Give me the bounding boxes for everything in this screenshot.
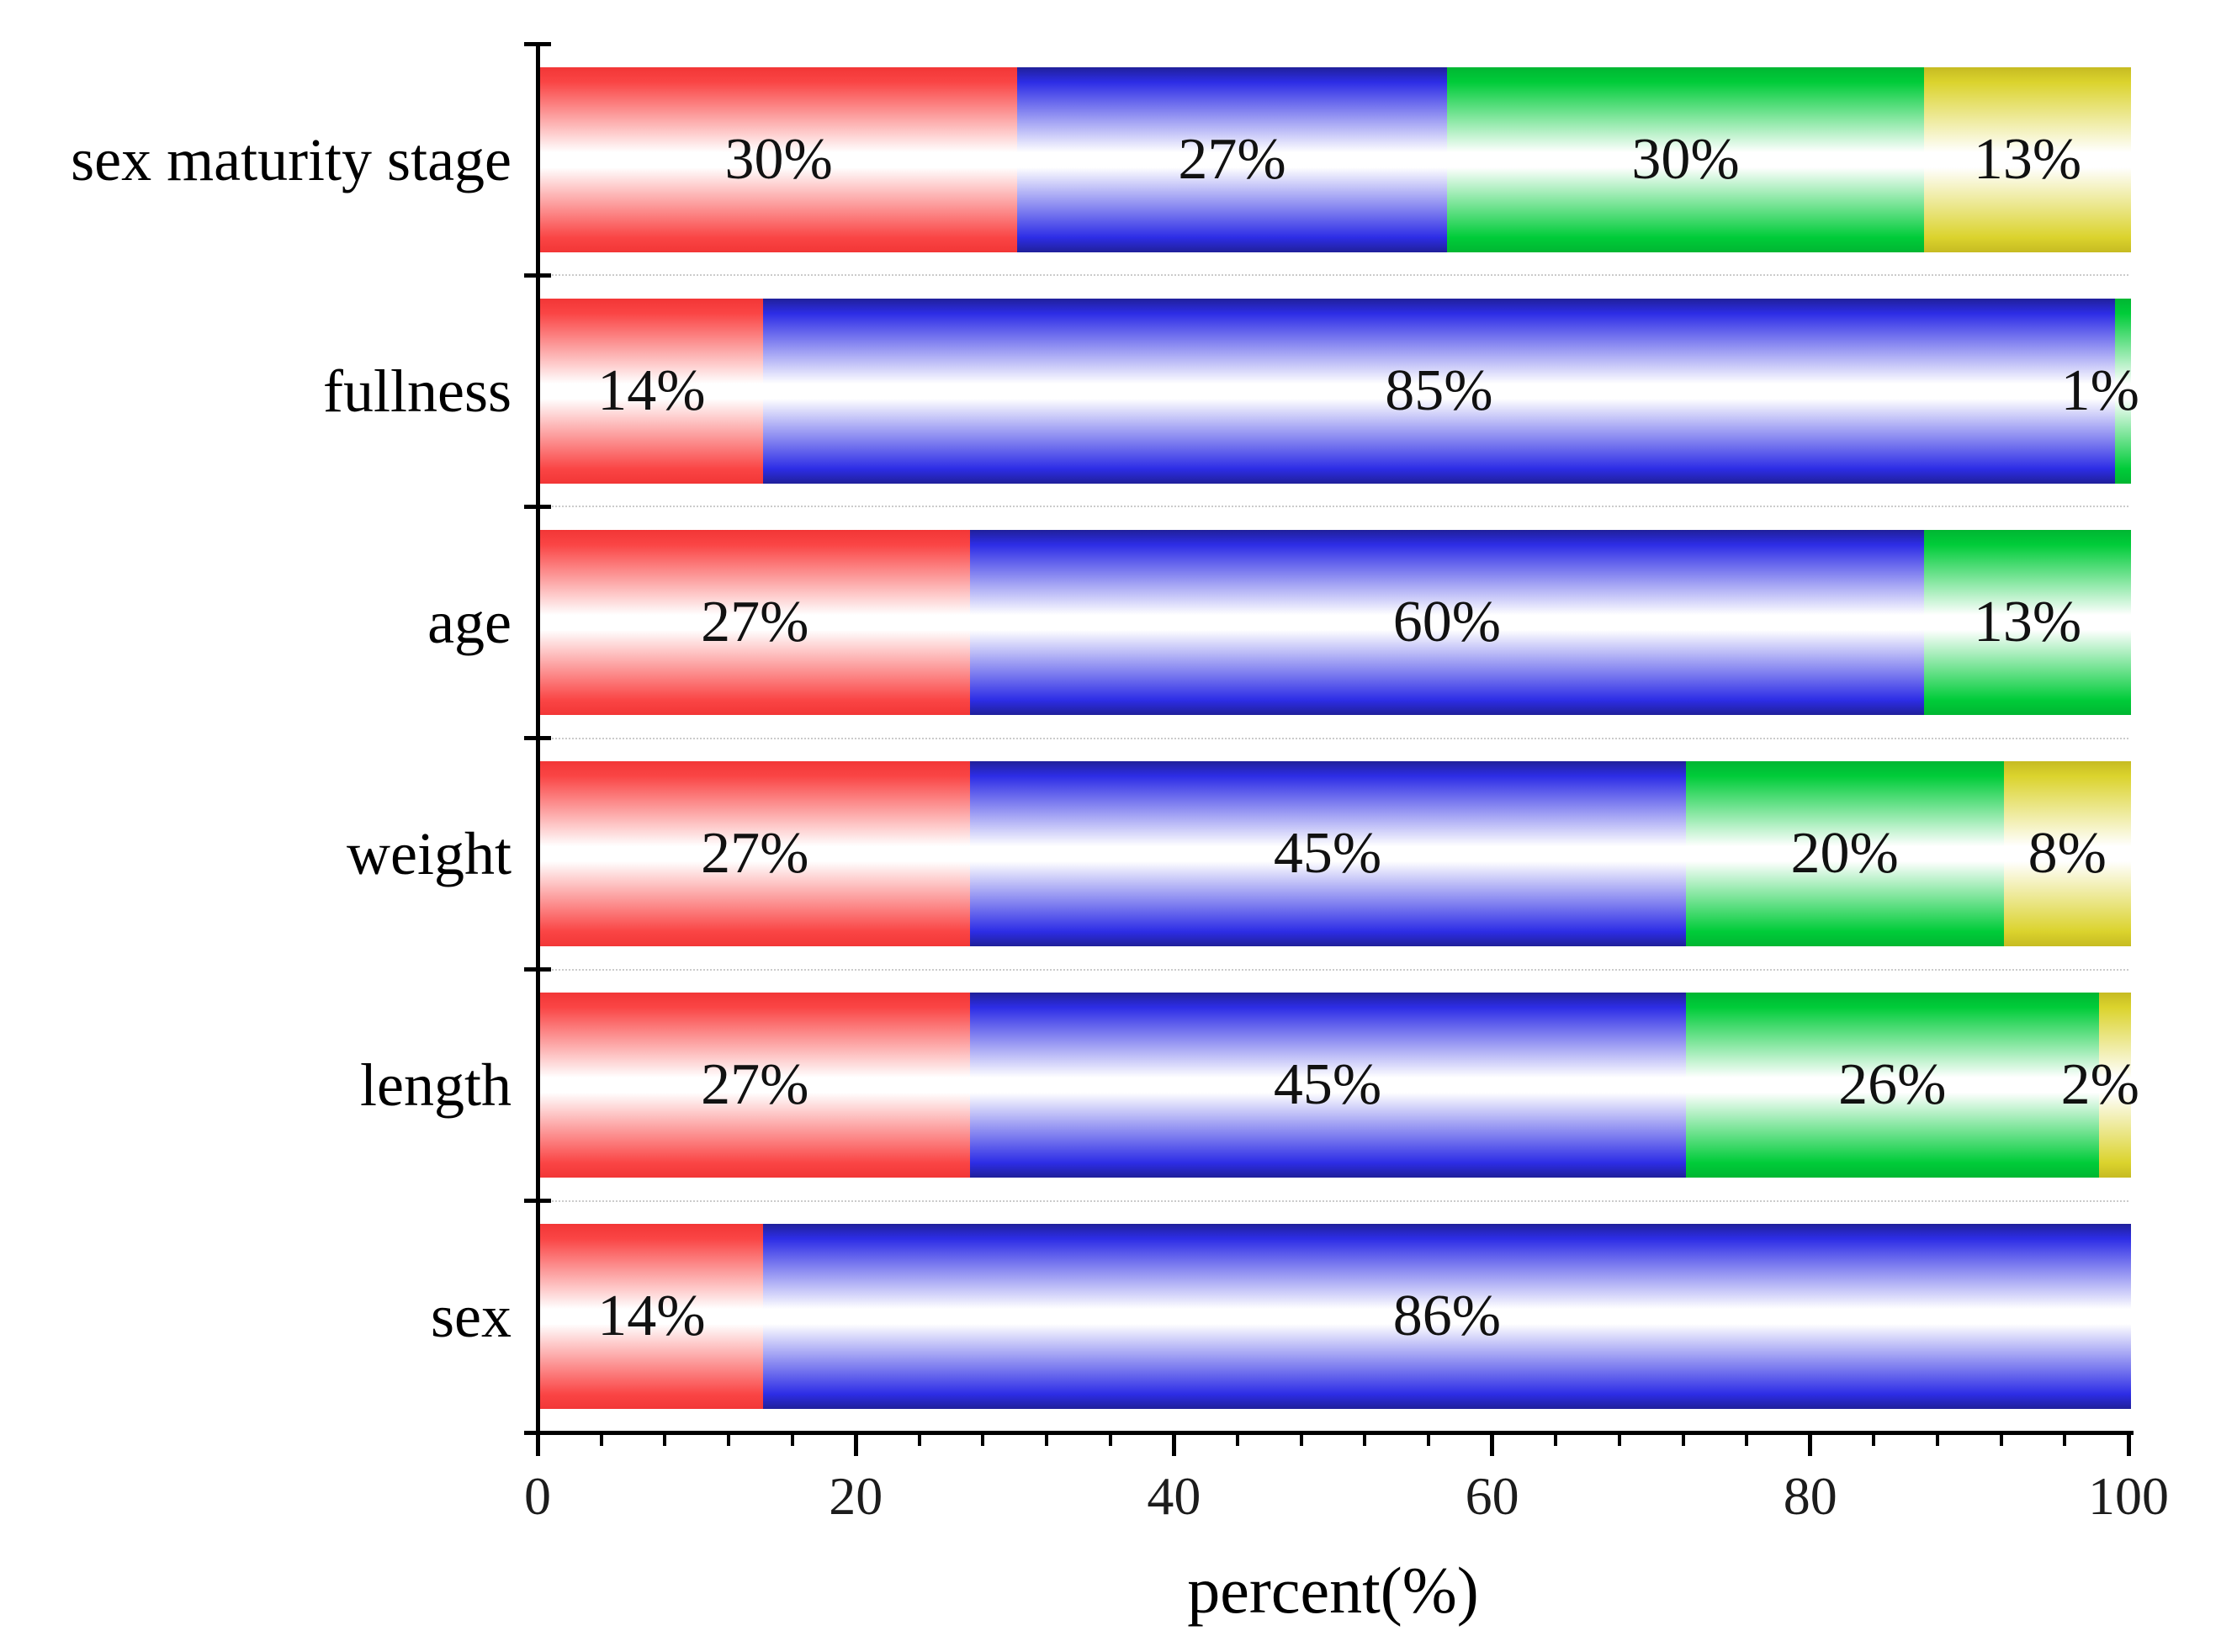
y-axis-tick [524, 1199, 551, 1204]
x-axis-tick-label: 0 [524, 1466, 551, 1526]
x-axis-minor-tick [1363, 1432, 1367, 1446]
segment-percentage-label: 27% [701, 1052, 809, 1118]
bar-segment-red: 27% [540, 761, 970, 947]
horizontal-gridline [538, 737, 2128, 739]
horizontal-gridline [538, 1199, 2128, 1202]
segment-percentage-label: 14% [597, 1284, 706, 1349]
segment-percentage-label: 86% [1392, 1284, 1502, 1349]
bar-row: 27% 45% 20% 8% [540, 761, 2131, 947]
bar-segment-red: 30% [540, 66, 1018, 252]
bar-segment-yellow: 8% [2003, 761, 2131, 947]
x-axis-major-tick [2126, 1432, 2131, 1456]
segment-percentage-label: 45% [1273, 821, 1382, 887]
bar-segment-red: 14% [540, 298, 763, 484]
x-axis-minor-tick [1299, 1432, 1303, 1446]
x-axis-tick-label: 20 [829, 1466, 883, 1526]
x-axis-major-tick [1490, 1432, 1495, 1456]
x-axis-minor-tick [1108, 1432, 1112, 1446]
x-axis-minor-tick [1999, 1432, 2003, 1446]
segment-percentage-label: 13% [1973, 589, 2082, 654]
bar-segment-blue: 45% [969, 761, 1686, 947]
bar-segment-blue: 27% [1017, 66, 1447, 252]
x-axis-tick-label: 40 [1147, 1466, 1201, 1526]
x-axis-minor-tick [663, 1432, 667, 1446]
y-axis-tick [524, 273, 551, 278]
bar-row: 27% 60% 13% [540, 529, 2131, 715]
segment-percentage-label: 14% [597, 357, 706, 423]
bar-segment-blue: 60% [969, 529, 1925, 715]
x-axis-line [526, 1431, 2134, 1435]
bar-row: 30% 27% 30% 13% [540, 66, 2131, 252]
y-axis-tick [524, 41, 551, 46]
segment-percentage-label: 27% [701, 589, 809, 654]
category-label: sex maturity stage [71, 125, 512, 193]
x-axis-minor-tick [1554, 1432, 1558, 1446]
bar-segment-red: 27% [540, 993, 970, 1178]
segment-percentage-label: 27% [701, 821, 809, 887]
horizontal-gridline [538, 968, 2128, 971]
bar-segment-green: 20% [1685, 761, 2004, 947]
y-axis-line [536, 44, 540, 1437]
bar-segment-red: 27% [540, 529, 970, 715]
x-axis-title: percent(%) [1187, 1554, 1479, 1627]
bar-row: 14% 85% 1% [540, 298, 2139, 484]
x-axis-minor-tick [1936, 1432, 1940, 1446]
segment-percentage-label: 26% [1838, 1052, 1947, 1118]
segment-percentage-label: 27% [1178, 126, 1286, 192]
bar-row: 14% 86% [540, 1224, 2131, 1410]
category-label: sex [431, 1283, 512, 1351]
x-axis-minor-tick [790, 1432, 794, 1446]
x-axis-minor-tick [599, 1432, 603, 1446]
x-axis-minor-tick [917, 1432, 921, 1446]
bar-segment-yellow: 13% [1924, 66, 2131, 252]
x-axis-major-tick [535, 1432, 540, 1456]
x-axis-major-tick [1808, 1432, 1813, 1456]
x-axis-minor-tick [1681, 1432, 1685, 1446]
x-axis-minor-tick [2063, 1432, 2067, 1446]
y-axis-tick [524, 504, 551, 509]
segment-percentage-label: 45% [1273, 1052, 1382, 1118]
x-axis-major-tick [853, 1432, 858, 1456]
x-axis-minor-tick [1872, 1432, 1876, 1446]
segment-percentage-label: 20% [1790, 821, 1899, 887]
category-label: fullness [323, 357, 512, 425]
x-axis-minor-tick [1745, 1432, 1749, 1446]
bar-segment-yellow: 2% [2061, 993, 2139, 1178]
category-label: age [427, 588, 512, 656]
x-axis-minor-tick [1426, 1432, 1430, 1446]
x-axis-minor-tick [1236, 1432, 1240, 1446]
bar-segment-green: 1% [2061, 298, 2139, 484]
bar-segment-blue: 86% [762, 1224, 2131, 1410]
bar-segment-green: 13% [1924, 529, 2131, 715]
bar-segment-red: 14% [540, 1224, 763, 1410]
segment-percentage-label: 30% [1631, 126, 1740, 192]
x-axis-major-tick [1171, 1432, 1176, 1456]
y-axis-tick [524, 736, 551, 740]
horizontal-gridline [538, 274, 2128, 277]
horizontal-gridline [538, 506, 2128, 508]
bar-segment-blue: 85% [762, 298, 2116, 484]
bar-segment-green: 26% [1685, 993, 2100, 1178]
x-axis-minor-tick [1617, 1432, 1621, 1446]
segment-percentage-label: 85% [1385, 357, 1493, 423]
x-axis-minor-tick [726, 1432, 730, 1446]
segment-percentage-label: 13% [1973, 126, 2082, 192]
bar-row: 27% 45% 26% 2% [540, 993, 2139, 1178]
category-label: length [360, 1051, 512, 1120]
x-axis-tick-label: 80 [1783, 1466, 1837, 1526]
segment-percentage-label: 60% [1392, 589, 1502, 654]
bar-segment-blue: 45% [969, 993, 1686, 1178]
bar-segment-green: 30% [1446, 66, 1925, 252]
x-axis-tick-label: 60 [1465, 1466, 1519, 1526]
x-axis-minor-tick [1045, 1432, 1049, 1446]
category-label: weight [347, 820, 512, 888]
x-axis-tick-label: 100 [2088, 1466, 2169, 1526]
y-axis-tick [524, 967, 551, 972]
segment-percentage-label: 8% [2028, 821, 2107, 887]
segment-percentage-label: 2% [2060, 1052, 2139, 1118]
segment-percentage-label: 1% [2060, 357, 2139, 423]
segment-percentage-label: 30% [724, 126, 833, 192]
x-axis-minor-tick [981, 1432, 985, 1446]
